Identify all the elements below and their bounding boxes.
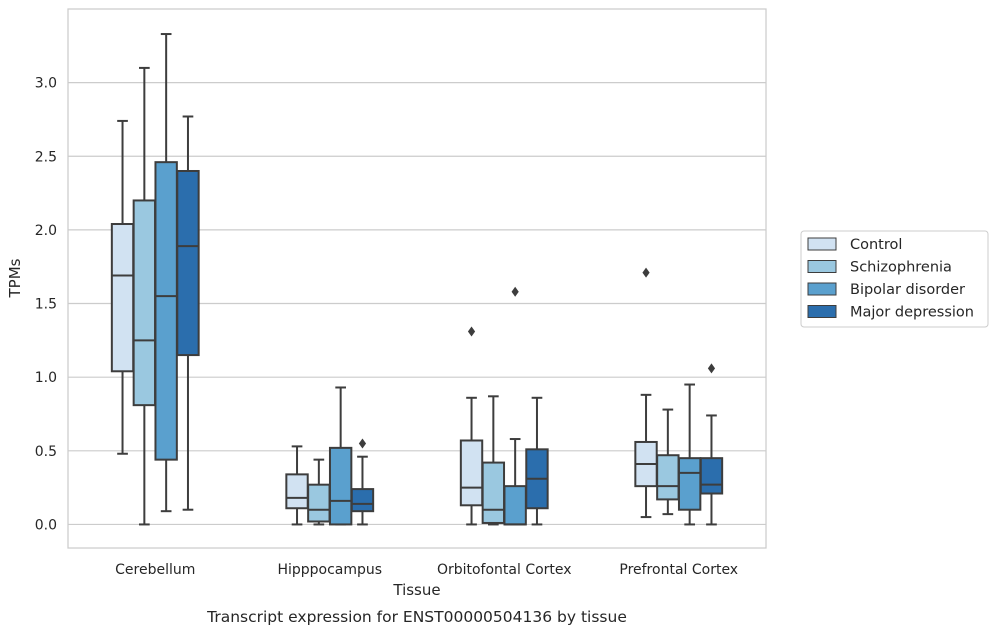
box-iqr (699, 457, 724, 495)
legend-swatch (807, 260, 837, 273)
box-1-2 (328, 386, 353, 526)
legend-label: Bipolar disorder (850, 282, 965, 298)
box-2-1 (481, 395, 506, 526)
outlier-marker (511, 286, 519, 297)
legend-swatch (807, 282, 837, 296)
box-2-3 (525, 396, 549, 526)
outlier-marker (358, 438, 367, 449)
x-axis-label: Tissue (392, 581, 440, 599)
box-0-1 (132, 66, 157, 526)
plot-frame (67, 8, 767, 549)
y-tick-labels: 0.0 0.5 1.0 1.5 2.0 2.5 3.0 (35, 76, 57, 534)
box-3-3 (699, 363, 724, 526)
box-3-2 (677, 383, 702, 526)
box-0-0 (110, 119, 135, 455)
chart-caption: Transcript expression for ENST0000050413… (206, 608, 627, 626)
outlier-marker (707, 363, 716, 374)
legend-label: Schizophrenia (850, 260, 952, 276)
box-iqr (350, 488, 375, 513)
y-tick-label: 3.0 (35, 76, 57, 92)
box-iqr (285, 473, 309, 510)
box-iqr (307, 483, 331, 523)
legend-swatch (807, 305, 837, 318)
legend-label: Major depression (850, 305, 974, 321)
box-iqr (481, 461, 506, 524)
x-tick-labels: Cerebellum Hipppocampus Orbitofontal Corte… (115, 562, 738, 578)
box-0-3 (176, 115, 200, 511)
box-iqr (132, 199, 157, 407)
y-tick-label: 2.0 (35, 223, 57, 239)
x-tick-label: Orbitofontal Cortex (437, 562, 572, 578)
x-tick-label: Hipppocampus (277, 562, 382, 578)
outlier-marker (467, 326, 476, 337)
legend-frame (800, 230, 989, 328)
legend-swatch (807, 237, 837, 251)
box-iqr (110, 223, 135, 373)
y-tick-label: 1.0 (35, 370, 57, 386)
y-tick-label: 0.0 (35, 517, 57, 533)
y-tick-label: 1.5 (35, 297, 57, 313)
legend-label: Control (850, 237, 902, 253)
box-1-3 (350, 438, 375, 526)
box-iqr (176, 169, 200, 357)
y-axis-label: TPMs (6, 258, 24, 298)
x-tick-label: Prefrontal Cortex (619, 562, 738, 578)
box-iqr (459, 439, 484, 507)
box-3-1 (656, 408, 680, 516)
box-iqr (677, 457, 702, 511)
legend: Control Schizophrenia Bipolar disorder Majo… (800, 230, 989, 328)
y-tick-label: 0.5 (35, 444, 57, 460)
box-iqr (503, 485, 527, 526)
y-tick-label: 2.5 (35, 149, 57, 165)
box-iqr (328, 446, 353, 526)
box-3-0 (634, 267, 658, 519)
box-iqr (656, 454, 680, 501)
box-iqr (154, 161, 178, 461)
boxes-layer (110, 33, 724, 526)
outlier-marker (642, 267, 650, 278)
x-tick-label: Cerebellum (115, 562, 195, 578)
